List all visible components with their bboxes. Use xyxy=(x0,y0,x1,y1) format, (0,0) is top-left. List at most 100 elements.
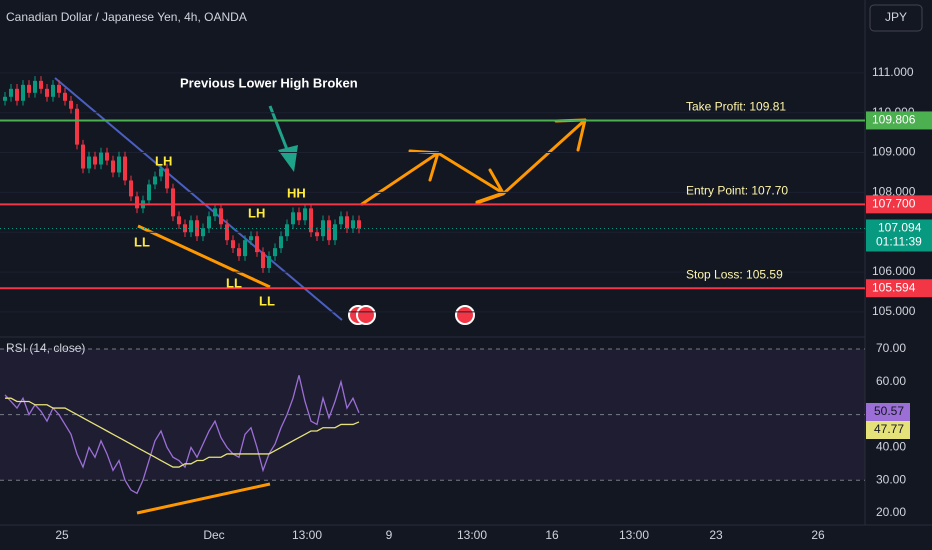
annotation: LL xyxy=(259,293,275,308)
candle-body xyxy=(117,156,121,173)
candle-body xyxy=(87,156,91,169)
annotation: LH xyxy=(155,153,172,168)
candle-body xyxy=(189,220,193,233)
candle-body xyxy=(123,156,127,181)
candle-body xyxy=(27,84,31,93)
candle-body xyxy=(51,84,55,97)
flag-icon[interactable] xyxy=(455,305,475,325)
candle-body xyxy=(105,152,109,161)
candle-body xyxy=(309,208,313,233)
currency-button[interactable] xyxy=(869,4,923,32)
pointer-arrowhead xyxy=(278,145,298,172)
candle-body xyxy=(21,84,25,101)
candle-body xyxy=(159,168,163,177)
candle-body xyxy=(93,156,97,165)
y-tick-label: 108.000 xyxy=(872,185,916,199)
candle-body xyxy=(297,212,301,221)
level-name: Take Profit: 109.81 xyxy=(686,100,786,114)
rsi-line xyxy=(4,375,360,495)
candle-body xyxy=(273,248,277,257)
event-icons xyxy=(348,305,475,325)
candle-body xyxy=(357,220,361,229)
candle-body xyxy=(45,88,49,97)
candle-body xyxy=(219,208,223,225)
rsi-title: RSI (14, close) xyxy=(6,341,85,355)
trendline xyxy=(54,77,343,321)
countdown-label: 01:11:39 xyxy=(876,235,922,249)
current-price-tag xyxy=(866,219,932,252)
currency-label[interactable]: JPY xyxy=(885,10,907,24)
x-tick-label: Dec xyxy=(203,528,224,542)
candle-body xyxy=(135,196,139,209)
support-line xyxy=(137,224,271,289)
flag-icon[interactable] xyxy=(356,305,376,325)
rsi-tag-label: 47.77 xyxy=(874,422,904,436)
rsi-tag-label: 50.57 xyxy=(874,404,904,418)
symbol-title: Canadian Dollar / Japanese Yen, 4h, OAND… xyxy=(6,10,247,24)
candle-body xyxy=(327,220,331,241)
price-tag-label: 105.594 xyxy=(872,280,916,294)
candle-body xyxy=(225,224,229,241)
candle-body xyxy=(339,216,343,225)
y-tick-label: 30.00 xyxy=(876,472,906,486)
candle-body xyxy=(255,236,259,253)
candle-body xyxy=(81,144,85,169)
candle-body xyxy=(291,212,295,225)
candle-body xyxy=(303,208,307,221)
candle-body xyxy=(63,92,67,101)
price-tag-label: 107.700 xyxy=(872,197,916,211)
annotation: LL xyxy=(134,234,150,249)
candle-body xyxy=(249,236,253,241)
annotation: LL xyxy=(226,275,242,290)
candle-body xyxy=(165,168,169,189)
candle-body xyxy=(315,232,319,237)
rsi-line xyxy=(5,397,360,468)
candle-body xyxy=(237,248,241,257)
candle-body xyxy=(75,108,79,145)
price-tag xyxy=(866,195,932,214)
candle-body xyxy=(207,216,211,229)
candle-body xyxy=(345,216,349,229)
x-tick-label: 9 xyxy=(386,528,393,542)
candle-body xyxy=(69,100,73,109)
price-tag-label: 109.806 xyxy=(872,113,916,127)
candle-body xyxy=(351,220,355,229)
candle-body xyxy=(129,180,133,197)
price-tag xyxy=(866,279,932,298)
candle-body xyxy=(57,84,61,93)
x-tick-label: 13:00 xyxy=(457,528,487,542)
candle-body xyxy=(333,224,337,241)
annotation: HH xyxy=(287,185,306,200)
y-tick-label: 70.00 xyxy=(876,341,906,355)
x-tick-label: 23 xyxy=(709,528,723,542)
level-name: Entry Point: 107.70 xyxy=(686,184,788,198)
annotation: LH xyxy=(248,205,265,220)
candle-body xyxy=(201,228,205,237)
x-tick-label: 25 xyxy=(55,528,69,542)
candle-body xyxy=(243,240,247,257)
y-tick-label: 40.00 xyxy=(876,440,906,454)
candle-body xyxy=(321,220,325,237)
y-tick-label: 111.000 xyxy=(872,65,914,79)
annotation: Previous Lower High Broken xyxy=(180,75,358,90)
candle-body xyxy=(153,176,157,185)
candle-body xyxy=(177,216,181,225)
candle-body xyxy=(3,96,7,101)
projection-path xyxy=(475,118,587,205)
level-name: Stop Loss: 105.59 xyxy=(686,267,783,281)
current-price-label: 107.094 xyxy=(878,221,922,235)
y-tick-label: 106.000 xyxy=(872,264,916,278)
candle-body xyxy=(9,88,13,97)
y-tick-label: 105.000 xyxy=(872,304,916,318)
price-tag xyxy=(866,111,932,130)
x-tick-label: 13:00 xyxy=(292,528,322,542)
y-tick-label: 109.000 xyxy=(872,145,916,159)
divergence-line xyxy=(136,482,271,515)
candle-body xyxy=(111,160,115,173)
pointer-arrow xyxy=(268,105,290,153)
candle-body xyxy=(33,80,37,93)
candle-body xyxy=(15,88,19,101)
rsi-tag xyxy=(866,403,910,421)
candle-body xyxy=(171,188,175,217)
